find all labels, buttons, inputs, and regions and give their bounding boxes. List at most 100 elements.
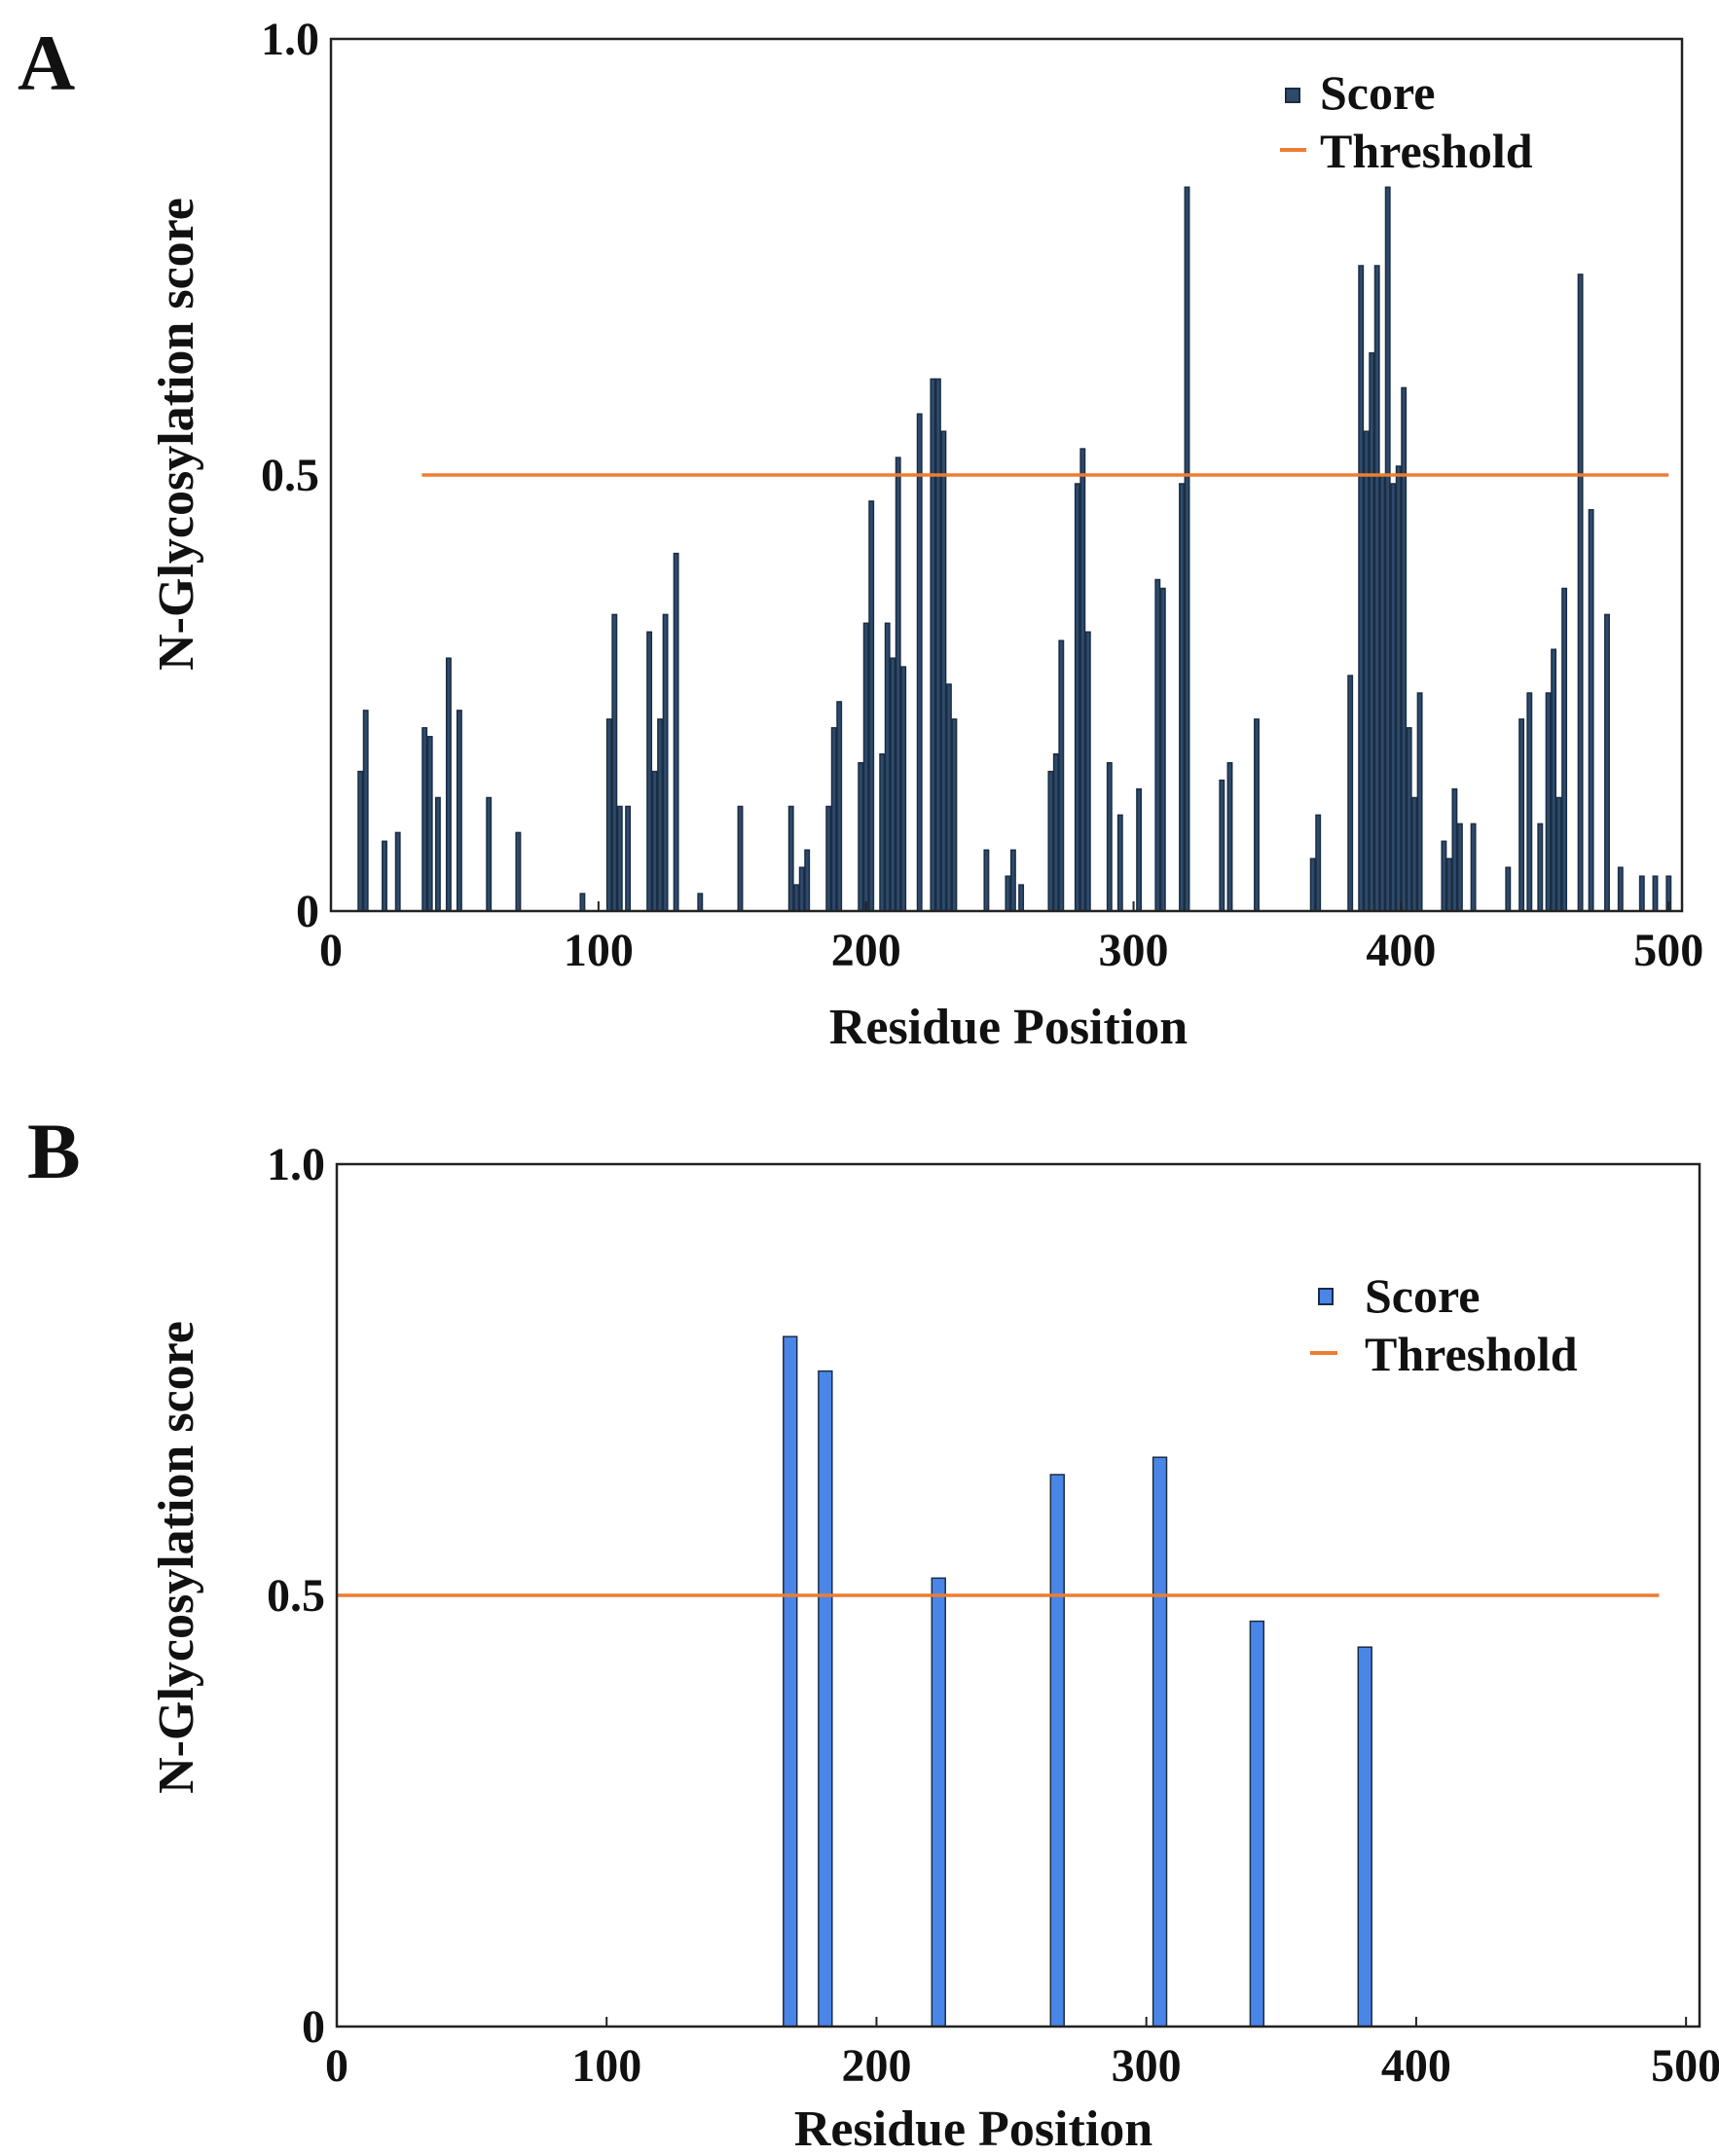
bar-a-59 — [1179, 483, 1185, 912]
bar-a-8 — [456, 710, 462, 912]
bar-a-90 — [1555, 796, 1562, 912]
y-tick-label-b-1: 0.5 — [267, 1570, 325, 1622]
bar-a-3 — [394, 831, 401, 912]
bar-a-65 — [1315, 814, 1322, 912]
bar-a-87 — [1537, 822, 1544, 912]
bar-a-93 — [1588, 509, 1594, 912]
bar-a-88 — [1545, 692, 1552, 912]
bar-a-56 — [1136, 787, 1143, 912]
y-tick-label-a-1: 0.5 — [261, 450, 319, 501]
y-ticks-b: 0 0.5 1.0 — [267, 1139, 325, 2053]
bar-a-60 — [1184, 186, 1190, 912]
bar-a-51 — [1074, 483, 1080, 912]
bar-a-64 — [1309, 858, 1316, 912]
x-ticks-a: 0 100 200 300 400 500 — [319, 901, 1703, 976]
legend-threshold-label-b: Threshold — [1365, 1327, 1578, 1381]
bar-a-15 — [625, 805, 632, 912]
bar-a-50 — [1058, 639, 1065, 912]
bar-b-0 — [783, 1335, 798, 2028]
legend-score-label-a: Score — [1320, 65, 1435, 120]
panel-b: B N-Glycosylation score Residue Position… — [27, 1107, 1719, 2156]
bar-a-38 — [916, 413, 923, 912]
plot-frame-b — [335, 1162, 1701, 2028]
x-ticks-b: 0 100 200 300 400 500 — [325, 2017, 1719, 2092]
bar-a-96 — [1638, 875, 1645, 912]
bar-a-78 — [1416, 692, 1423, 912]
y-tick-label-a-0: 0 — [296, 886, 319, 937]
bar-a-40 — [934, 378, 941, 912]
bar-a-26 — [804, 849, 811, 912]
panel-label-b: B — [27, 1107, 81, 1195]
bar-a-13 — [611, 613, 618, 912]
bar-a-86 — [1526, 692, 1533, 912]
bar-a-94 — [1604, 613, 1610, 912]
panel-label-a: A — [18, 18, 75, 107]
bar-a-41 — [940, 430, 947, 912]
bar-a-32 — [868, 500, 875, 912]
bar-a-22 — [737, 805, 744, 912]
bar-a-7 — [445, 657, 452, 912]
x-tick-label-b-5: 500 — [1651, 2040, 1719, 2092]
x-tick-label-a-0: 0 — [319, 925, 343, 976]
bar-a-20 — [673, 552, 679, 912]
y-tick-label-a-2: 1.0 — [261, 14, 319, 65]
bar-a-46 — [1009, 849, 1016, 912]
y-tick-label-b-0: 0 — [302, 2001, 325, 2053]
bar-a-52 — [1079, 448, 1086, 912]
bar-a-18 — [657, 718, 664, 912]
x-tick-label-b-3: 300 — [1112, 2040, 1182, 2092]
bar-a-9 — [486, 796, 493, 912]
bar-a-14 — [616, 805, 623, 912]
bar-a-61 — [1219, 779, 1225, 912]
bar-a-44 — [983, 849, 990, 912]
x-tick-label-b-4: 400 — [1381, 2040, 1451, 2092]
bar-a-21 — [697, 893, 704, 912]
legend-score-swatch-b — [1318, 1288, 1334, 1305]
bar-a-29 — [836, 701, 843, 912]
y-axis-title-b: N-Glycosylation score — [149, 1321, 204, 1794]
bar-a-16 — [646, 631, 653, 912]
x-tick-label-a-4: 400 — [1366, 925, 1436, 976]
bar-b-6 — [1357, 1646, 1372, 2028]
bar-a-81 — [1451, 787, 1458, 912]
bar-a-63 — [1254, 718, 1260, 912]
panel-a: A N-Glycosylation score Residue Position… — [18, 14, 1703, 1055]
bar-a-33 — [879, 752, 886, 912]
bar-b-2 — [931, 1577, 946, 2028]
bar-a-31 — [862, 622, 869, 912]
bar-a-1 — [362, 710, 369, 912]
bar-a-43 — [951, 718, 958, 912]
bar-a-48 — [1047, 770, 1054, 912]
x-tick-label-b-2: 200 — [841, 2040, 911, 2092]
bar-a-66 — [1347, 675, 1354, 912]
bar-a-27 — [825, 805, 832, 912]
bar-b-4 — [1152, 1456, 1168, 2028]
bar-a-69 — [1369, 351, 1375, 912]
bar-a-83 — [1470, 822, 1477, 912]
bar-a-92 — [1577, 274, 1584, 912]
x-tick-label-a-2: 200 — [831, 925, 901, 976]
x-tick-label-b-1: 100 — [571, 2040, 641, 2092]
bar-a-82 — [1456, 822, 1463, 912]
bar-a-55 — [1116, 814, 1123, 912]
bar-b-5 — [1249, 1620, 1265, 2028]
bar-a-53 — [1084, 631, 1091, 912]
bar-a-74 — [1395, 465, 1402, 912]
bar-a-34 — [884, 622, 891, 912]
x-tick-label-a-1: 100 — [564, 925, 634, 976]
bar-a-37 — [900, 666, 907, 912]
bar-a-25 — [798, 866, 805, 912]
bar-a-91 — [1561, 587, 1568, 912]
bar-series-a — [357, 186, 1672, 912]
bar-a-4 — [421, 727, 428, 912]
x-tick-label-b-0: 0 — [325, 2040, 348, 2092]
x-axis-title-a: Residue Position — [829, 1000, 1188, 1055]
bar-a-28 — [830, 727, 837, 912]
bar-a-70 — [1373, 265, 1380, 912]
bar-a-76 — [1406, 727, 1412, 912]
bar-a-80 — [1445, 858, 1452, 912]
legend-score-swatch-a — [1285, 88, 1300, 103]
bar-a-84 — [1505, 866, 1512, 912]
bar-a-42 — [945, 683, 952, 912]
bar-a-58 — [1159, 587, 1166, 912]
